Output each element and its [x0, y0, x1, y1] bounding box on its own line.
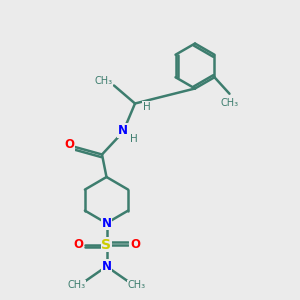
- Text: O: O: [73, 238, 83, 251]
- Text: CH₃: CH₃: [94, 76, 112, 86]
- Text: O: O: [64, 138, 74, 151]
- Text: H: H: [130, 134, 137, 145]
- Text: N: N: [118, 124, 128, 137]
- Text: CH₃: CH₃: [128, 280, 146, 290]
- Text: N: N: [101, 260, 112, 273]
- Text: H: H: [142, 101, 150, 112]
- Text: N: N: [101, 217, 112, 230]
- Text: S: S: [101, 238, 112, 252]
- Text: CH₃: CH₃: [68, 280, 85, 290]
- Text: CH₃: CH₃: [220, 98, 238, 108]
- Text: O: O: [130, 238, 140, 251]
